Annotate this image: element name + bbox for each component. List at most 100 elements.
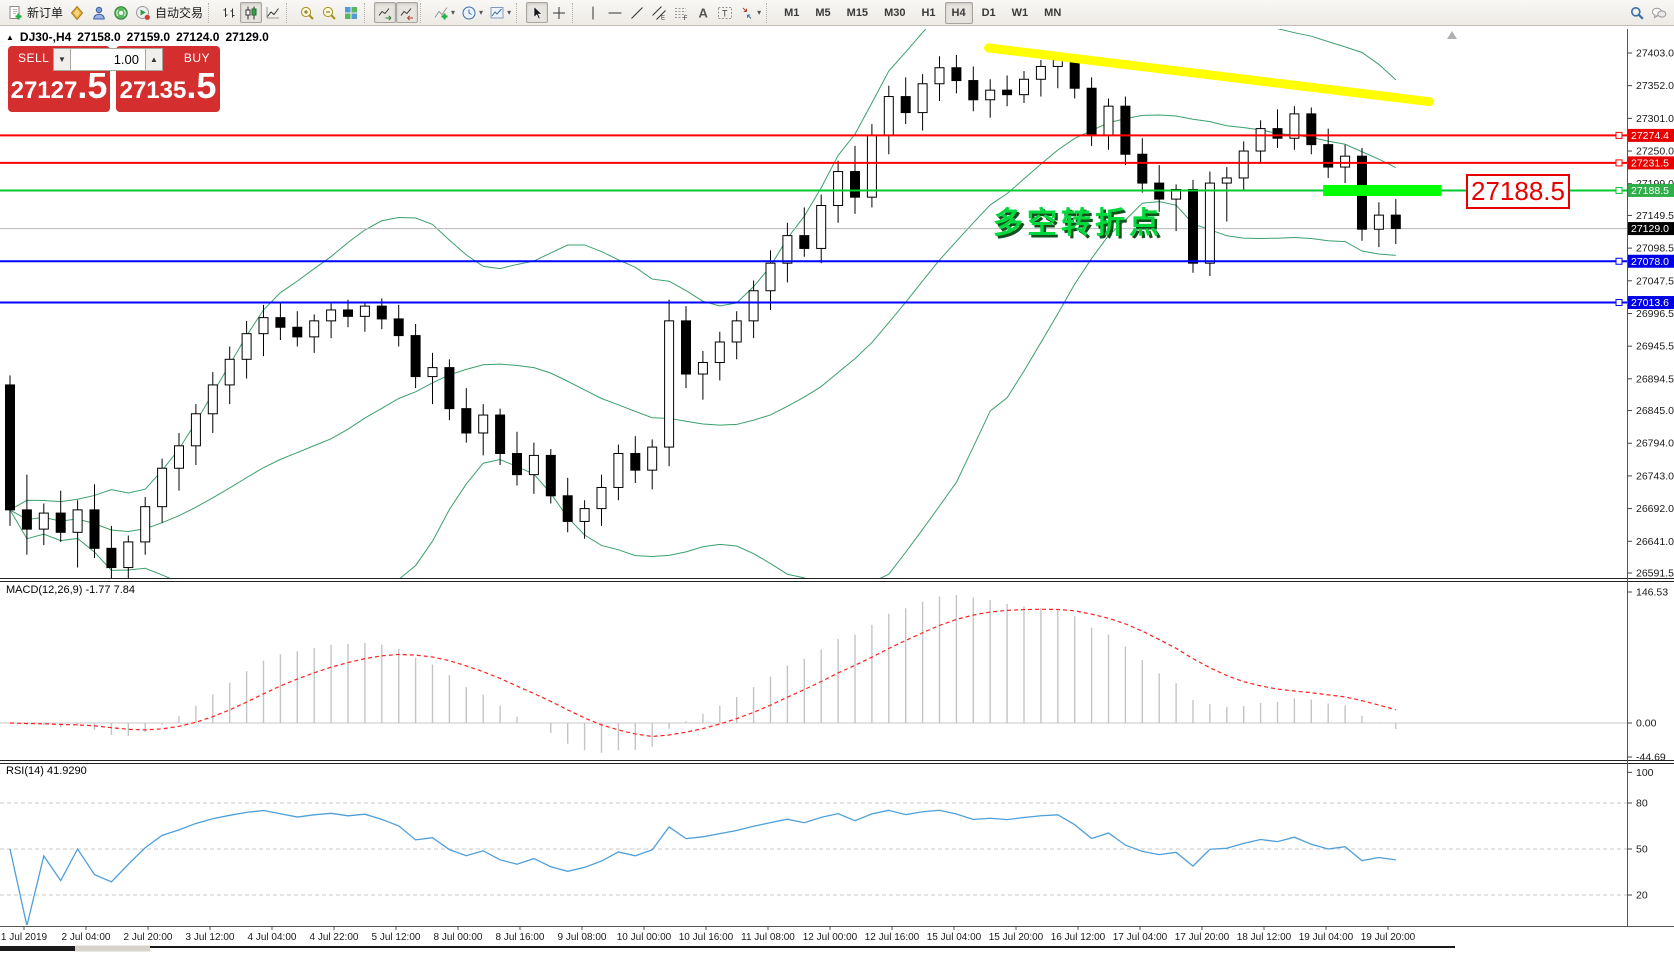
rsi-panel[interactable] <box>0 802 1627 926</box>
rsi-tick-label: 100 <box>1636 767 1654 779</box>
timeframe-button-h4[interactable]: H4 <box>944 1 973 24</box>
text-button[interactable]: A <box>692 2 714 23</box>
volume-increase-button[interactable]: ▲ <box>145 48 163 71</box>
date-label: 1 Jul 2019 <box>1 932 48 943</box>
price-callout-box[interactable]: 27188.5 <box>1466 174 1570 209</box>
time-axis[interactable]: 1 Jul 2019 2 Jul 04:00 2 Jul 20:00 3 Jul 12… <box>1 926 1416 943</box>
chart-shift-button[interactable] <box>396 2 419 23</box>
tile-windows-button[interactable] <box>340 2 362 23</box>
search-button[interactable] <box>1626 2 1648 23</box>
dropdown-arrow-icon[interactable]: ▾ <box>479 8 484 17</box>
crosshair-button[interactable] <box>548 2 570 23</box>
signal-button[interactable] <box>110 2 132 23</box>
auto-scroll-button[interactable] <box>374 2 397 23</box>
price-tick-label: 26845.0 <box>1636 405 1674 417</box>
profile-button[interactable] <box>88 2 110 23</box>
candle-chart-button[interactable] <box>240 2 263 23</box>
timeframe-button-m15[interactable]: M15 <box>846 6 869 19</box>
rsi-line <box>9 809 1396 925</box>
cursor-button[interactable] <box>526 2 549 23</box>
zoom-in-icon <box>300 6 314 20</box>
candle-body <box>106 547 117 569</box>
hline-anchor-handle[interactable] <box>1615 131 1623 139</box>
line-chart-button[interactable] <box>262 2 284 23</box>
volume-decrease-button[interactable]: ▼ <box>53 48 71 71</box>
timeframe-button-d1[interactable]: D1 <box>981 6 996 19</box>
highlight-bar-object[interactable] <box>1323 184 1442 196</box>
zoom-in-button[interactable] <box>296 2 318 23</box>
scrollbar-thumb[interactable] <box>75 945 150 952</box>
date-label: 8 Jul 16:00 <box>496 932 545 943</box>
gem-button[interactable] <box>66 2 88 23</box>
templates-button[interactable]: ▾ <box>486 2 514 23</box>
arrows-button[interactable]: ▾ <box>736 2 764 23</box>
timeframe-button-m1[interactable]: M1 <box>784 6 800 19</box>
horizontal-line-object[interactable] <box>0 257 1627 265</box>
date-label: 2 Jul 04:00 <box>62 932 111 943</box>
bar-chart-button[interactable] <box>218 2 240 23</box>
buy-label: BUY <box>183 51 210 65</box>
candles <box>5 54 1401 578</box>
hline-anchor-handle[interactable] <box>1615 299 1623 307</box>
toolbar-separator <box>364 2 372 23</box>
price-tag-bg <box>1628 183 1674 197</box>
channel-button[interactable]: E <box>648 2 670 23</box>
zoom-out-button[interactable] <box>318 2 340 23</box>
candle-body <box>765 262 776 292</box>
horizontal-line-object[interactable] <box>0 131 1627 139</box>
trendline-button[interactable] <box>626 2 648 23</box>
timeframe-button-w1[interactable]: W1 <box>1011 6 1029 19</box>
dropdown-arrow-icon[interactable]: ▾ <box>451 8 456 17</box>
candle-body <box>850 171 860 198</box>
periods-button[interactable]: ▾ <box>458 2 486 23</box>
new-order-button-label: 新订单 <box>27 6 64 20</box>
timeframe-button-m30[interactable]: M30 <box>884 6 906 19</box>
hline-anchor-handle[interactable] <box>1615 159 1623 167</box>
candle-body <box>866 134 877 198</box>
timeframe-button-h1[interactable]: H1 <box>921 6 936 19</box>
chat-button[interactable] <box>1648 2 1670 23</box>
chart-shift-marker-icon[interactable] <box>1447 31 1457 39</box>
scrollbar-track[interactable] <box>150 946 1455 948</box>
price-tag-bg <box>1628 128 1674 142</box>
macd-panel[interactable] <box>0 595 1627 753</box>
autotrading-button[interactable]: 自动交易 <box>132 2 206 23</box>
svg-text:F: F <box>684 15 688 21</box>
indicators-button[interactable]: ▾ <box>430 2 458 23</box>
toolbar-separator <box>420 2 428 23</box>
price-tick-label: 26692.0 <box>1636 503 1674 515</box>
volume-stepper: ▼ 1.00 ▲ <box>53 48 163 71</box>
price-axis[interactable]: 27403.027352.027301.027250.027199.027149… <box>1627 48 1674 902</box>
price-tag: 27274.4 <box>1628 128 1674 142</box>
candle-body <box>1238 150 1249 179</box>
channel-icon: E <box>652 5 666 21</box>
label-button[interactable]: T <box>714 2 736 23</box>
volume-input[interactable]: 1.00 <box>71 48 145 71</box>
trendline-object[interactable] <box>984 43 1435 107</box>
fibonacci-button[interactable]: F <box>670 2 692 23</box>
price-tag: 27013.6 <box>1628 296 1674 310</box>
dropdown-arrow-icon[interactable]: ▾ <box>507 8 512 17</box>
horizontal-line-object[interactable] <box>0 299 1627 307</box>
bar-chart-icon <box>223 7 235 17</box>
date-label: 4 Jul 22:00 <box>310 932 359 943</box>
scrollbar-track[interactable] <box>0 946 75 951</box>
timeframe-button-mn[interactable]: MN <box>1044 6 1062 19</box>
ohlc-low: 27124.0 <box>176 30 220 44</box>
horizontal-line-button[interactable] <box>604 2 626 23</box>
hline-anchor-handle[interactable] <box>1615 257 1623 265</box>
timeframe-button-m5[interactable]: M5 <box>815 6 831 19</box>
vertical-line-button[interactable] <box>582 2 604 23</box>
collapse-triangle-icon[interactable]: ▲ <box>6 32 14 42</box>
dropdown-arrow-icon[interactable]: ▾ <box>757 8 762 17</box>
horizontal-line-object[interactable] <box>0 159 1627 167</box>
main-price-panel[interactable] <box>0 26 1627 626</box>
hline-anchor-handle[interactable] <box>1615 186 1623 194</box>
label-icon: T <box>718 6 733 19</box>
chart-canvas[interactable]: 27403.027352.027301.027250.027199.027149… <box>0 26 1674 953</box>
pivot-annotation-text[interactable]: 多空转折点 <box>993 207 1163 240</box>
price-tick-label: 27301.0 <box>1636 113 1674 125</box>
symbol-info: ▲ DJ30-,H4 27158.0 27159.0 27124.0 27129… <box>6 30 269 44</box>
new-order-button[interactable]: 新订单 <box>4 2 66 23</box>
